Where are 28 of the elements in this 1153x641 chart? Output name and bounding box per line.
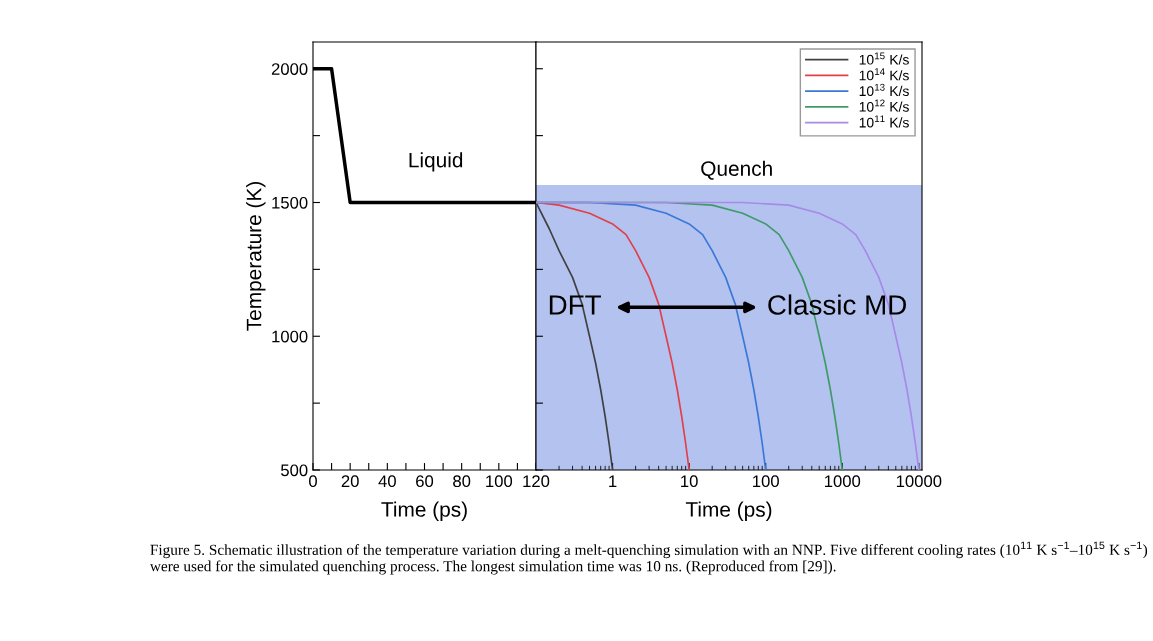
x-tick-label: 100 [486, 475, 513, 488]
legend-label: 10$^{14}$ K/s [859, 68, 909, 81]
x-tick-label: 1 [609, 475, 617, 487]
x-tick-label: 10000 [896, 475, 942, 488]
y-axis-title: Temperature (K) [246, 182, 266, 331]
y-tick-label: 1500 [272, 196, 308, 209]
x-tick-label: 0 [309, 475, 317, 488]
x-tick-label: 10 [681, 475, 698, 488]
annotation: Classic MD [768, 294, 906, 315]
x-tick-label: 60 [416, 475, 434, 488]
annotation: Quench [701, 160, 772, 180]
y-tick-label: 1000 [272, 330, 308, 343]
legend-label: 10$^{11}$ K/s [859, 115, 909, 128]
x-tick-label: 100 [753, 475, 779, 488]
annotation: Liquid [409, 152, 463, 172]
x-tick-label: 40 [378, 475, 396, 488]
x-tick-label: 120 [523, 475, 550, 488]
legend-label: 10$^{12}$ K/s [859, 99, 909, 112]
legend-label: 10$^{13}$ K/s [859, 83, 909, 97]
x-axis-title: Time (ps) [685, 501, 772, 521]
y-tick-label: 2000 [271, 63, 308, 75]
legend-label: 10$^{15}$ K/s [859, 52, 909, 65]
x-tick-label: 1000 [825, 475, 861, 488]
x-axis-title: Time (ps) [381, 501, 467, 521]
x-tick-label: 20 [341, 475, 359, 488]
x-tick-label: 80 [453, 475, 471, 488]
text: Figure 5. Schematic illustration of the temperature variation during a melt-quenching simulation with an NNP. Five different cooling rates (10$^{11}$ K s$^{−1}$–10$^{15}$ K s$^{−1}$) were used for the simulated quenching process. The longest simulation time was 10 ns. (Reproduced from [29]). [149, 541, 1148, 575]
y-tick-label: 500 [281, 464, 308, 477]
